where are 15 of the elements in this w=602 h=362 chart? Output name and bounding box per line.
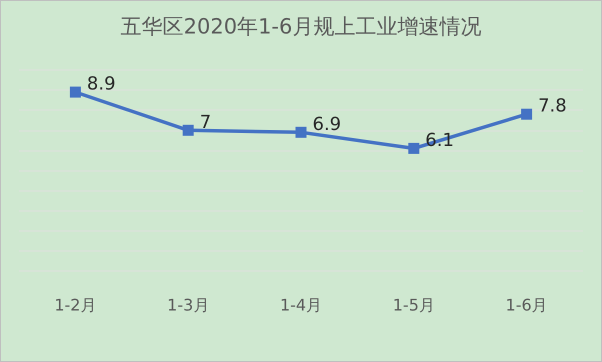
chart-title: 五华区2020年1-6月规上工业增速情况 (120, 14, 482, 38)
data-label: 7 (200, 112, 212, 133)
data-label: 6.9 (312, 114, 342, 135)
point (408, 142, 420, 154)
x-tick-label: 1-4月 (280, 296, 322, 314)
x-tick-label: 1-5月 (392, 296, 435, 314)
x-tick-label: 1-2月 (54, 296, 96, 314)
point (70, 86, 81, 98)
point (182, 124, 194, 136)
x-tick-label: 1-3月 (167, 296, 210, 314)
x-tick-label: 1-6月 (506, 296, 548, 314)
data-label: 8.9 (86, 74, 116, 95)
data-label: 7.8 (538, 96, 567, 117)
point (521, 108, 532, 120)
point (296, 126, 306, 138)
